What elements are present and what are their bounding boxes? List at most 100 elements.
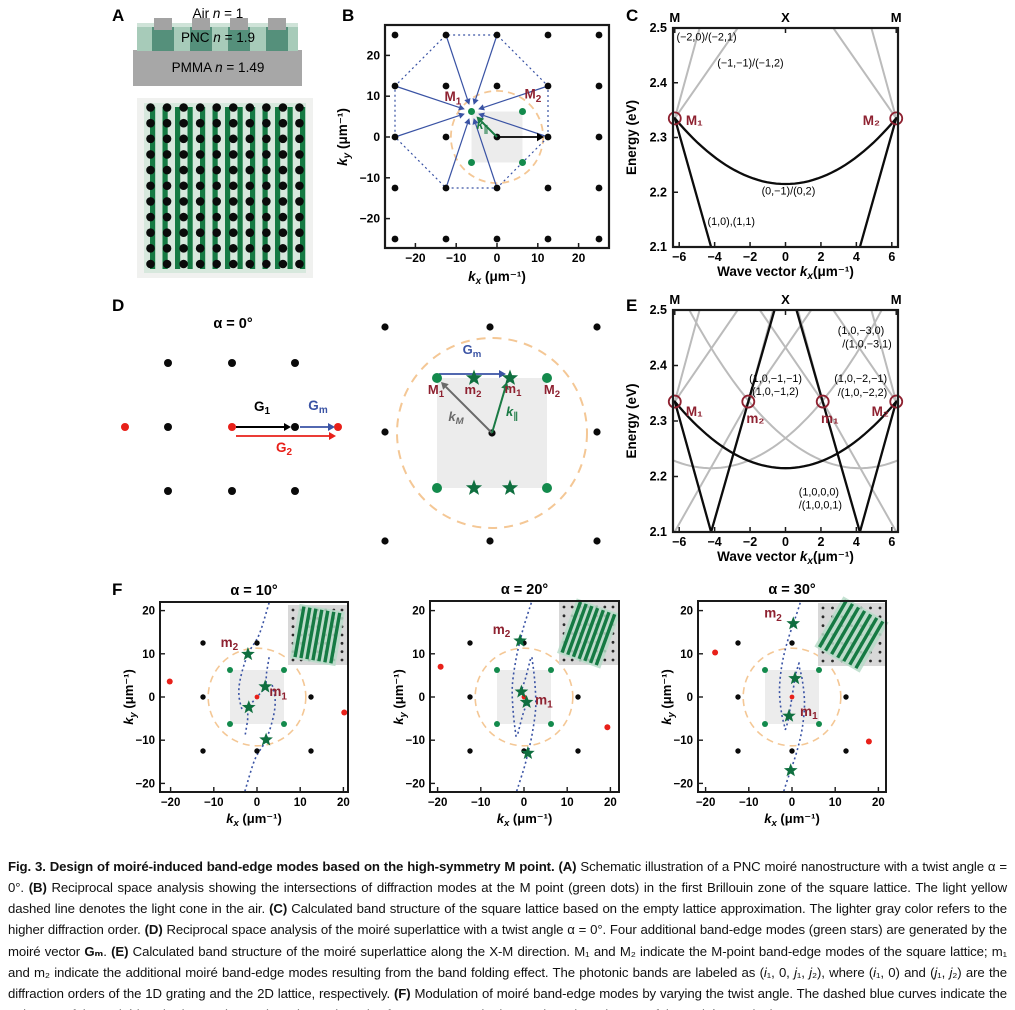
svg-text:0: 0 — [789, 797, 795, 809]
svg-text:2.1: 2.1 — [650, 525, 667, 539]
svg-text:6: 6 — [888, 250, 895, 264]
svg-text:−10: −10 — [739, 797, 759, 809]
svg-text:0: 0 — [494, 251, 501, 265]
svg-text:M: M — [669, 292, 680, 307]
svg-text:20: 20 — [367, 48, 381, 62]
svg-text:kx (μm⁻¹): kx (μm⁻¹) — [468, 269, 526, 287]
svg-text:m1: m1 — [505, 381, 523, 399]
pnc-pillar — [266, 27, 288, 51]
svg-text:M1: M1 — [445, 89, 462, 107]
svg-text:2.2: 2.2 — [650, 470, 667, 484]
pmma-layer — [133, 50, 302, 86]
panel-label-e: E — [626, 296, 638, 315]
svg-text:0: 0 — [419, 692, 425, 704]
svg-text:(1,0,−1,−1): (1,0,−1,−1) — [749, 373, 802, 385]
svg-text:M₂: M₂ — [863, 113, 880, 128]
svg-text:M: M — [891, 10, 902, 25]
svg-text:10: 10 — [367, 89, 381, 103]
svg-text:α = 10°: α = 10° — [230, 583, 278, 599]
svg-text:−20: −20 — [360, 212, 381, 226]
svg-text:α = 0°: α = 0° — [213, 316, 253, 332]
svg-text:10: 10 — [531, 251, 545, 265]
svg-text:2: 2 — [817, 535, 824, 549]
svg-text:k∥: k∥ — [506, 404, 518, 422]
svg-text:10: 10 — [561, 797, 574, 809]
svg-text:m₂: m₂ — [746, 411, 764, 426]
svg-text:(1,0,−3,0): (1,0,−3,0) — [838, 325, 885, 337]
svg-text:m2: m2 — [221, 635, 239, 653]
svg-text:m2: m2 — [465, 382, 482, 400]
pnc-pillar — [228, 27, 250, 51]
svg-text:−4: −4 — [708, 535, 722, 549]
svg-text:α = 20°: α = 20° — [501, 582, 549, 598]
band-structure-moire-superlattice: M₁ m₂ m₁ M₂ (1,0,−3,0) /(1,0,−3,1) (1,0,−1,−1)… — [624, 292, 904, 567]
svg-text:−6: −6 — [672, 535, 686, 549]
svg-text:ky (μm⁻¹): ky (μm⁻¹) — [121, 669, 139, 725]
svg-text:20: 20 — [572, 251, 586, 265]
svg-text:10: 10 — [829, 797, 842, 809]
band-structure-square-lattice: M₁ M₂ (−2,0)/(−2,1) (−1,−1)/(−1,2) (0,−1)/(0… — [624, 10, 904, 282]
pnc-label: PNC n = 1.9 — [181, 30, 255, 45]
svg-text:m2: m2 — [764, 606, 782, 624]
svg-text:ky (μm⁻¹): ky (μm⁻¹) — [660, 669, 677, 725]
svg-text:/(1,0,0,1): /(1,0,0,1) — [799, 500, 842, 512]
pnc-cross-section-schematic: Air n = 1 PNC n = 1.9 PMMA n = 1.49 — [130, 6, 306, 90]
svg-text:0: 0 — [782, 250, 789, 264]
svg-text:Wave vector kx(μm⁻¹): Wave vector kx(μm⁻¹) — [717, 264, 854, 282]
svg-text:kx (μm⁻¹): kx (μm⁻¹) — [226, 811, 282, 829]
grating-tooth — [268, 18, 286, 30]
svg-text:0: 0 — [521, 797, 527, 809]
svg-text:m₁: m₁ — [821, 411, 839, 426]
svg-text:kx (μm⁻¹): kx (μm⁻¹) — [497, 811, 553, 829]
reciprocal-space-plot-b: M1 M2 k∥ −20 −20 −10 −10 0 0 10 10 20 20 kx (μm⁻¹) ky … — [335, 23, 611, 287]
svg-text:/(1,0,−3,1): /(1,0,−3,1) — [842, 339, 892, 351]
twist-plot-10deg: m2 m1 −20 −20 −10 −10 0 0 10 10 20 20 α = 10° kx (μm⁻… — [121, 583, 350, 829]
pnc-pillar — [190, 27, 212, 51]
svg-text:X: X — [781, 10, 790, 25]
svg-text:Gm: Gm — [308, 398, 328, 416]
twist-plot-30deg: m2 m1 −20−20 −10 −10 0 0 10 10 20 20 α = 30° kx (μm⁻… — [660, 582, 889, 829]
grating-tooth — [192, 18, 210, 30]
svg-text:0: 0 — [373, 130, 380, 144]
svg-text:α = 30°: α = 30° — [768, 582, 816, 598]
svg-text:0: 0 — [782, 535, 789, 549]
svg-text:−4: −4 — [708, 250, 722, 264]
svg-text:0: 0 — [687, 692, 693, 704]
svg-text:(1,0,0,0): (1,0,0,0) — [799, 486, 839, 498]
svg-text:−10: −10 — [204, 797, 224, 809]
svg-text:20: 20 — [412, 606, 425, 618]
svg-text:4: 4 — [853, 250, 860, 264]
air-label: Air n = 1 — [192, 6, 244, 21]
figure-caption: Fig. 3. Design of moiré-induced band-edg… — [8, 859, 1008, 1010]
svg-text:6: 6 — [888, 535, 895, 549]
svg-text:M2: M2 — [524, 87, 541, 105]
pnc-cap-strip — [137, 23, 298, 28]
svg-text:/(1,0,−1,2): /(1,0,−1,2) — [749, 386, 799, 398]
svg-text:20: 20 — [337, 797, 350, 809]
svg-text:4: 4 — [853, 535, 860, 549]
twist-plot-20deg: m2 m1 −20−20 −10 −10 0 0 10 10 20 20 α = 20° kx (μm⁻… — [391, 582, 621, 829]
svg-text:kM: kM — [448, 409, 464, 427]
svg-text:−20: −20 — [673, 778, 693, 790]
svg-text:−10: −10 — [405, 735, 425, 747]
svg-text:(1,0,−2,−1): (1,0,−2,−1) — [834, 373, 887, 385]
svg-text:−20: −20 — [696, 797, 716, 809]
svg-text:M: M — [891, 292, 902, 307]
svg-text:2.3: 2.3 — [650, 414, 667, 428]
svg-text:2.5: 2.5 — [650, 303, 667, 317]
svg-text:G1: G1 — [254, 399, 271, 417]
panel-label-b: B — [342, 6, 355, 25]
svg-text:−10: −10 — [135, 735, 155, 747]
svg-text:10: 10 — [294, 797, 307, 809]
panel-label-f: F — [112, 580, 123, 599]
pnc-lattice-pattern — [137, 98, 313, 278]
svg-text:2.2: 2.2 — [650, 185, 667, 199]
svg-text:(1,0),(1,1): (1,0),(1,1) — [708, 216, 755, 228]
svg-text:−10: −10 — [673, 735, 693, 747]
grating-tooth — [154, 18, 172, 30]
svg-text:Energy (eV): Energy (eV) — [624, 383, 639, 458]
svg-text:20: 20 — [142, 606, 155, 618]
svg-text:/(1,0,−2,2): /(1,0,−2,2) — [838, 387, 888, 399]
svg-text:−20: −20 — [405, 251, 426, 265]
svg-text:0: 0 — [149, 692, 155, 704]
